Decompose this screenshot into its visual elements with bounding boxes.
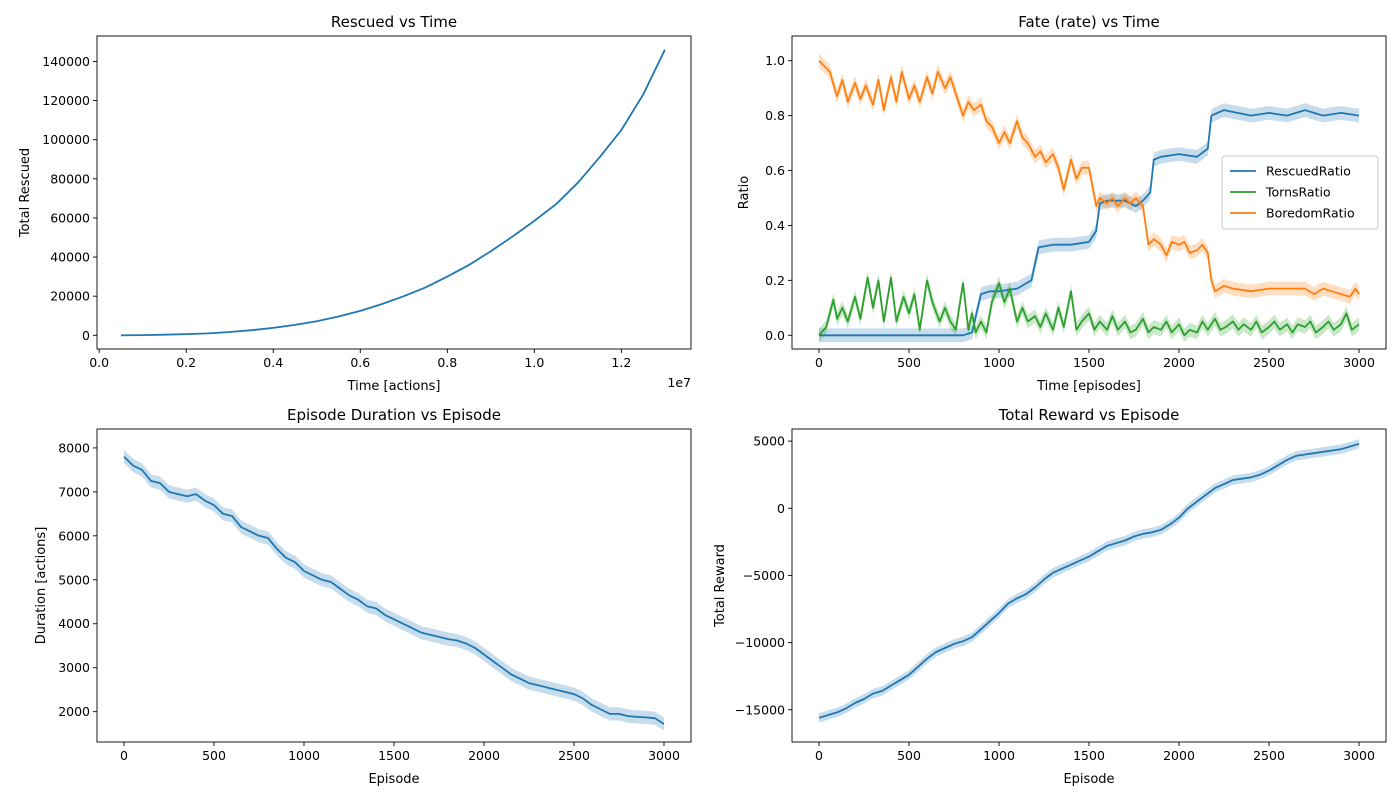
y-tick-label: 120000 [42,93,90,108]
y-tick-label: −5000 [743,568,785,583]
chart-title: Episode Duration vs Episode [287,406,501,424]
legend-label-boredomratio: BoredomRatio [1266,206,1355,221]
x-tick-label: 3000 [648,748,680,763]
y-tick-label: −10000 [735,635,785,650]
x-tick-label: 500 [202,748,226,763]
y-tick-label: 8000 [58,440,90,455]
x-tick-label: 0.6 [350,355,370,370]
y-tick-label: 6000 [58,528,90,543]
series-line-1 [818,442,1360,719]
series-band [124,450,664,731]
legend-frame [1221,155,1379,230]
y-tick-label: 4000 [58,616,90,631]
x-tick-label: 1500 [1073,355,1105,370]
y-axis-label: Total Reward [713,544,728,628]
y-tick-label: 0 [82,328,90,343]
series-line-1 [120,49,666,337]
y-tick-label: 140000 [42,54,90,69]
y-axis-label: Ratio [737,176,752,209]
y-tick-label: 0 [777,501,785,516]
y-tick-label: 7000 [58,484,90,499]
chart-panel-3: Episode Duration vs Episode 0 500 1000 1500 2… [34,406,692,787]
series-band [819,270,1359,343]
chart-title: Total Reward vs Episode [998,406,1180,424]
chart-panel-1: Rescued vs Time 0.0 0.2 0.4 0.6 0.8 1.0 1.2 0 200… [18,13,692,394]
x-tick-label: 0.4 [263,355,283,370]
x-axis-label: Time [episodes] [1036,379,1141,394]
x-tick-label: 3000 [1343,748,1375,763]
x-tick-label: 1000 [983,355,1015,370]
y-axis-label: Total Rescued [18,148,33,238]
x-tick-label: 2000 [1163,748,1195,763]
x-tick-label: 2500 [1253,355,1285,370]
series-line-tornsratio [818,276,1360,337]
legend-label-rescuedratio: RescuedRatio [1266,164,1351,179]
chart-title: Fate (rate) vs Time [1018,13,1159,31]
axes-frame [96,428,692,743]
y-tick-label: 40000 [50,250,90,265]
y-tick-label: 0.6 [765,163,785,178]
x-offset-label: 1e7 [667,375,691,390]
x-tick-label: 0 [815,355,823,370]
x-tick-label: 0 [120,748,128,763]
y-tick-label: 5000 [753,434,785,449]
x-tick-label: 1000 [983,748,1015,763]
x-tick-label: 500 [897,748,921,763]
axes-frame [96,35,692,350]
y-tick-label: 100000 [42,132,90,147]
legend-label-tornsratio: TornsRatio [1265,185,1331,200]
y-tick-label: 0.8 [765,108,785,123]
x-tick-label: 1.2 [611,355,631,370]
chart-title: Rescued vs Time [331,13,457,31]
y-tick-label: 2000 [58,704,90,719]
x-axis-label: Episode [1063,772,1114,787]
y-tick-label: 1.0 [765,53,785,68]
y-tick-label: 60000 [50,210,90,225]
x-tick-label: 1500 [378,748,410,763]
y-tick-label: 5000 [58,572,90,587]
chart-panel-4: Total Reward vs Episode 0 500 1000 1500 2000 2… [713,406,1387,787]
series-line-1 [123,456,665,725]
x-tick-label: 0.2 [176,355,196,370]
x-tick-label: 0.8 [437,355,457,370]
y-tick-label: 3000 [58,660,90,675]
x-axis-label: Time [actions] [347,379,441,394]
x-tick-label: 500 [897,355,921,370]
x-tick-label: 2500 [1253,748,1285,763]
y-axis-label: Duration [actions] [34,527,49,645]
chart-panel-2: Fate (rate) vs Time 0 500 1000 1500 2000 2500 3… [737,13,1387,394]
x-tick-label: 2000 [1163,355,1195,370]
x-tick-label: 1500 [1073,748,1105,763]
x-tick-label: 3000 [1343,355,1375,370]
y-tick-label: 80000 [50,171,90,186]
x-tick-label: 2000 [468,748,500,763]
legend: RescuedRatio TornsRatio BoredomRatio [1221,155,1379,230]
series-line-rescuedratio [819,109,1360,337]
series-line-boredomratio [818,60,1360,298]
y-tick-label: 20000 [50,289,90,304]
x-tick-label: 1.0 [524,355,544,370]
y-tick-label: 0.4 [765,218,785,233]
x-tick-label: 2500 [558,748,590,763]
x-axis-label: Episode [368,772,419,787]
y-tick-label: 0.0 [765,328,785,343]
x-tick-label: 0 [815,748,823,763]
x-tick-label: 1000 [288,748,320,763]
y-tick-label: −15000 [735,702,785,717]
x-tick-label: 0.0 [89,355,109,370]
y-tick-label: 0.2 [765,273,785,288]
